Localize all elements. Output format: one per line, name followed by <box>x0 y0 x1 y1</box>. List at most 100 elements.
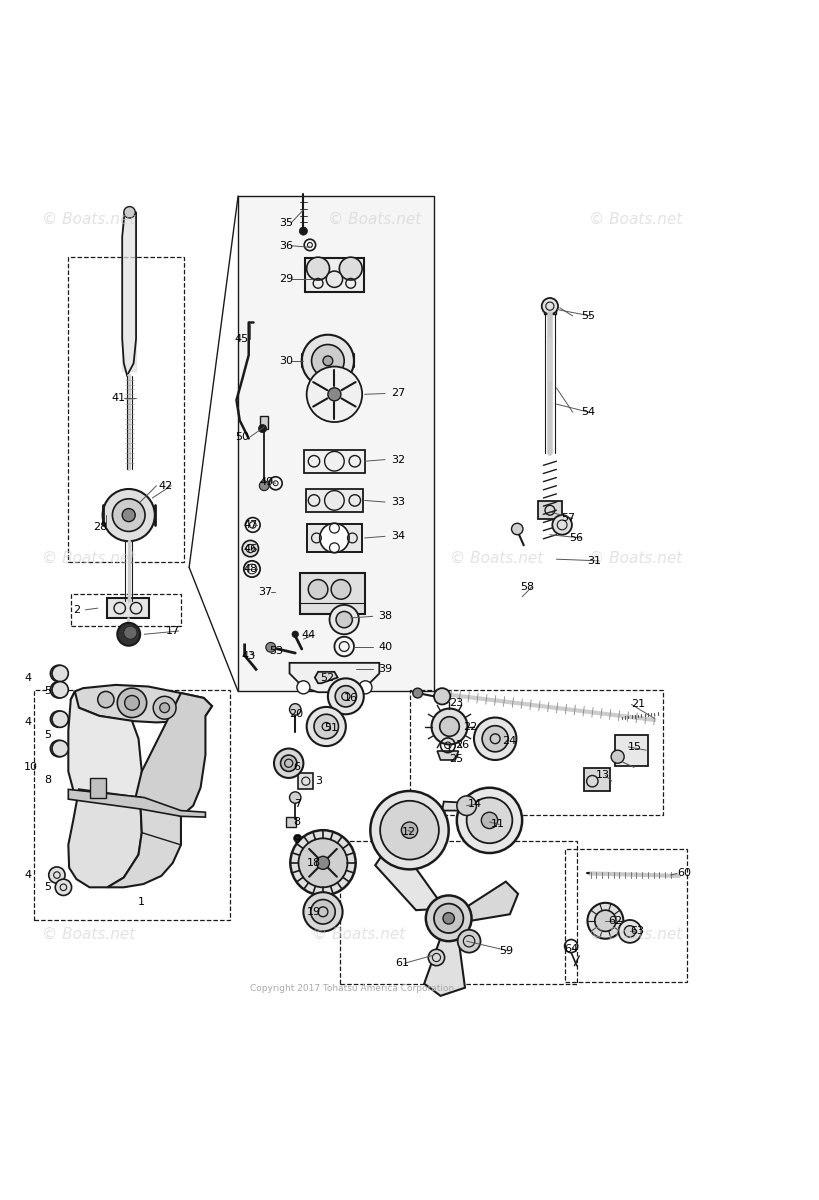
Circle shape <box>474 718 517 760</box>
Text: © Boats.net: © Boats.net <box>589 551 682 566</box>
Circle shape <box>52 740 68 757</box>
Text: 6: 6 <box>293 762 301 772</box>
Circle shape <box>124 206 135 218</box>
Text: 32: 32 <box>391 455 405 464</box>
Circle shape <box>319 523 349 553</box>
Circle shape <box>266 642 276 653</box>
Circle shape <box>274 749 303 778</box>
Circle shape <box>624 925 636 937</box>
Circle shape <box>122 509 135 522</box>
Text: 1: 1 <box>138 898 145 907</box>
Text: Copyright 2017 Tohatsu America Corporation: Copyright 2017 Tohatsu America Corporati… <box>251 984 455 994</box>
Circle shape <box>443 913 455 924</box>
Circle shape <box>432 708 468 744</box>
Circle shape <box>457 796 477 816</box>
Text: 48: 48 <box>243 564 257 574</box>
Text: 2: 2 <box>73 605 80 614</box>
Text: 7: 7 <box>293 799 301 809</box>
Polygon shape <box>375 853 445 910</box>
Text: 41: 41 <box>111 392 125 402</box>
Circle shape <box>440 716 459 737</box>
Text: © Boats.net: © Boats.net <box>589 212 682 227</box>
Circle shape <box>552 515 572 535</box>
Text: 9: 9 <box>293 835 301 845</box>
Circle shape <box>434 904 464 934</box>
Bar <box>537 502 562 520</box>
Text: 62: 62 <box>609 916 622 925</box>
Bar <box>306 524 362 552</box>
Text: 8: 8 <box>44 775 51 785</box>
Circle shape <box>359 680 372 694</box>
Text: 63: 63 <box>630 926 644 936</box>
Bar <box>584 768 610 791</box>
Bar <box>615 734 648 766</box>
Text: © Boats.net: © Boats.net <box>43 551 135 566</box>
Text: 20: 20 <box>289 709 304 719</box>
Text: 28: 28 <box>93 522 108 532</box>
Text: 46: 46 <box>243 545 257 554</box>
Circle shape <box>50 665 66 682</box>
Circle shape <box>296 680 310 694</box>
Circle shape <box>458 930 481 953</box>
Circle shape <box>260 481 269 491</box>
Polygon shape <box>68 790 206 817</box>
Text: 37: 37 <box>259 587 273 596</box>
Circle shape <box>611 750 624 763</box>
Circle shape <box>242 540 259 557</box>
Circle shape <box>434 688 450 704</box>
Bar <box>305 258 364 293</box>
Text: 4: 4 <box>25 718 31 727</box>
Circle shape <box>293 834 301 842</box>
Text: 52: 52 <box>319 672 334 683</box>
Text: 61: 61 <box>395 959 409 968</box>
Circle shape <box>310 900 335 924</box>
Circle shape <box>370 791 449 869</box>
Polygon shape <box>132 694 212 822</box>
Circle shape <box>328 388 341 401</box>
Circle shape <box>512 523 523 535</box>
Circle shape <box>316 857 329 869</box>
Circle shape <box>311 344 344 377</box>
Circle shape <box>303 893 342 931</box>
Polygon shape <box>70 685 212 722</box>
Text: 40: 40 <box>378 642 392 652</box>
Polygon shape <box>68 790 142 887</box>
Text: 58: 58 <box>521 582 535 592</box>
Circle shape <box>328 678 364 714</box>
Text: 31: 31 <box>587 556 601 566</box>
Circle shape <box>595 910 616 931</box>
Text: 45: 45 <box>235 334 249 344</box>
Polygon shape <box>68 691 142 827</box>
Text: 15: 15 <box>628 742 642 752</box>
Circle shape <box>314 714 338 739</box>
Text: 13: 13 <box>595 770 609 780</box>
Text: 14: 14 <box>468 799 482 809</box>
Circle shape <box>153 696 176 719</box>
Circle shape <box>467 798 513 844</box>
Text: © Boats.net: © Boats.net <box>589 926 682 942</box>
Polygon shape <box>455 882 518 923</box>
Circle shape <box>55 880 71 895</box>
Bar <box>544 307 555 314</box>
Text: © Boats.net: © Boats.net <box>311 926 405 942</box>
Text: 47: 47 <box>243 520 257 530</box>
Text: 16: 16 <box>344 692 358 703</box>
Circle shape <box>306 707 346 746</box>
Bar <box>68 257 184 563</box>
Text: 5: 5 <box>44 731 51 740</box>
Polygon shape <box>424 926 465 996</box>
Text: 34: 34 <box>391 532 405 541</box>
Bar <box>260 415 269 428</box>
Text: 57: 57 <box>561 514 576 523</box>
Text: 36: 36 <box>279 241 293 251</box>
Bar <box>106 599 149 618</box>
Text: © Boats.net: © Boats.net <box>43 212 135 227</box>
Circle shape <box>587 902 623 938</box>
Circle shape <box>339 257 362 280</box>
Circle shape <box>380 800 439 859</box>
Circle shape <box>50 712 66 727</box>
Text: 22: 22 <box>464 721 477 732</box>
Circle shape <box>50 740 66 757</box>
Text: 19: 19 <box>306 907 321 917</box>
Text: 51: 51 <box>324 724 338 733</box>
